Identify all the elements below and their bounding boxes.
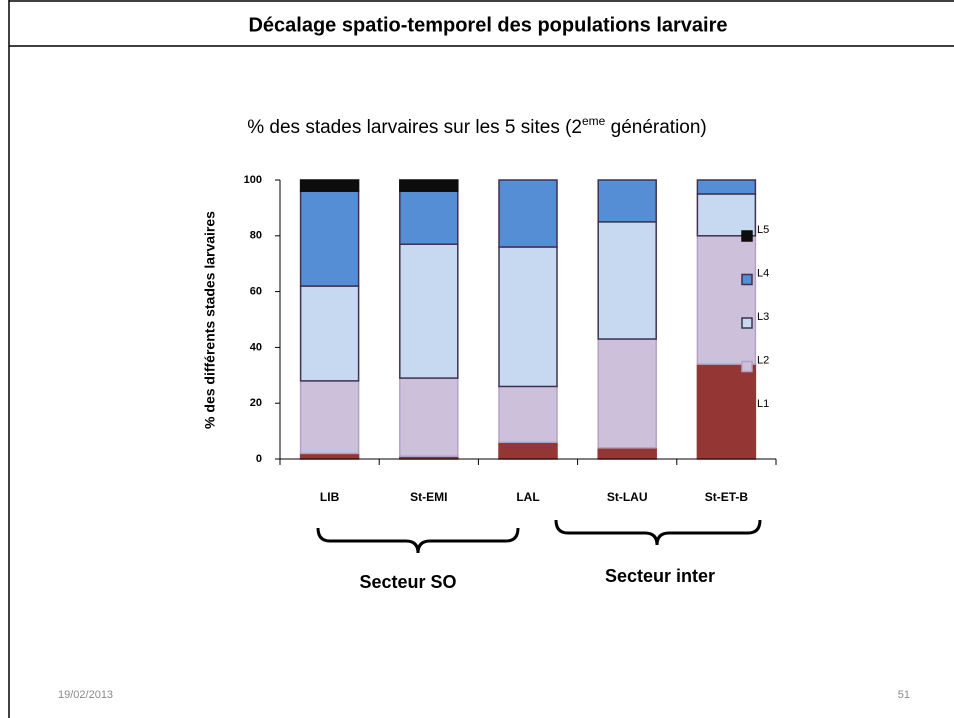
bar-segment: [696, 235, 757, 365]
bar-segment: [299, 285, 360, 382]
bar-segment: [299, 452, 360, 460]
annotation: Secteur inter: [605, 566, 715, 586]
title-superscript: eme: [582, 114, 606, 128]
legend-swatch: [741, 273, 753, 286]
y-tick-label: 60: [250, 286, 262, 298]
chart-title: % des stades larvaires sur les 5 sites (…: [247, 114, 707, 138]
slide-date: 19/02/2013: [58, 689, 113, 701]
legend-swatch: [741, 317, 753, 329]
legend-label: L4: [757, 267, 769, 279]
legend-label: L3: [757, 311, 769, 323]
bar-segment: [299, 190, 360, 287]
bar-segment: [399, 243, 459, 379]
bar-segment: [299, 380, 360, 455]
bar-segment: [498, 246, 558, 388]
slide-number: 51: [898, 689, 910, 701]
bar-segment: [498, 441, 558, 460]
legend-label: L2: [757, 354, 769, 366]
bar-segment: [696, 179, 757, 195]
annotation: Secteur SO: [359, 572, 456, 592]
brace: [554, 519, 762, 546]
bar-segment: [597, 338, 657, 449]
brace: [316, 527, 520, 554]
bar-segment: [498, 385, 558, 444]
title-part: % des stades larvaires sur les 5 sites (…: [247, 117, 582, 138]
bar-segment: [299, 179, 360, 192]
x-tick-label: St-LAU: [607, 490, 648, 504]
slide-title: Décalage spatio-temporel des populations…: [248, 14, 727, 36]
x-tick-label: St-ET-B: [705, 490, 749, 504]
title-part: génération): [605, 117, 706, 138]
bar-segment: [597, 221, 657, 340]
bar-segment: [597, 447, 657, 460]
bar-segment: [597, 179, 657, 223]
y-tick-label: 0: [256, 453, 262, 465]
x-tick-label: LAL: [516, 490, 539, 504]
bar-segment: [399, 377, 459, 457]
y-tick-label: 80: [250, 230, 262, 242]
y-axis-label: % des différents stades larvaires: [202, 211, 218, 429]
legend-swatch: [741, 230, 753, 242]
y-tick-label: 100: [244, 174, 262, 186]
legend-label: L1: [757, 398, 769, 410]
bar-segment: [399, 190, 459, 245]
legend-swatch: [741, 360, 753, 373]
x-tick-label: St-EMI: [410, 490, 447, 504]
bar-segment: [696, 193, 757, 237]
legend-swatch: [741, 404, 753, 416]
y-tick-label: 20: [250, 397, 262, 409]
x-tick-label: LIB: [320, 490, 340, 504]
bar-segment: [498, 179, 558, 248]
y-tick-label: 40: [250, 341, 262, 353]
legend-label: L5: [757, 224, 769, 236]
bar-segment: [399, 179, 459, 192]
